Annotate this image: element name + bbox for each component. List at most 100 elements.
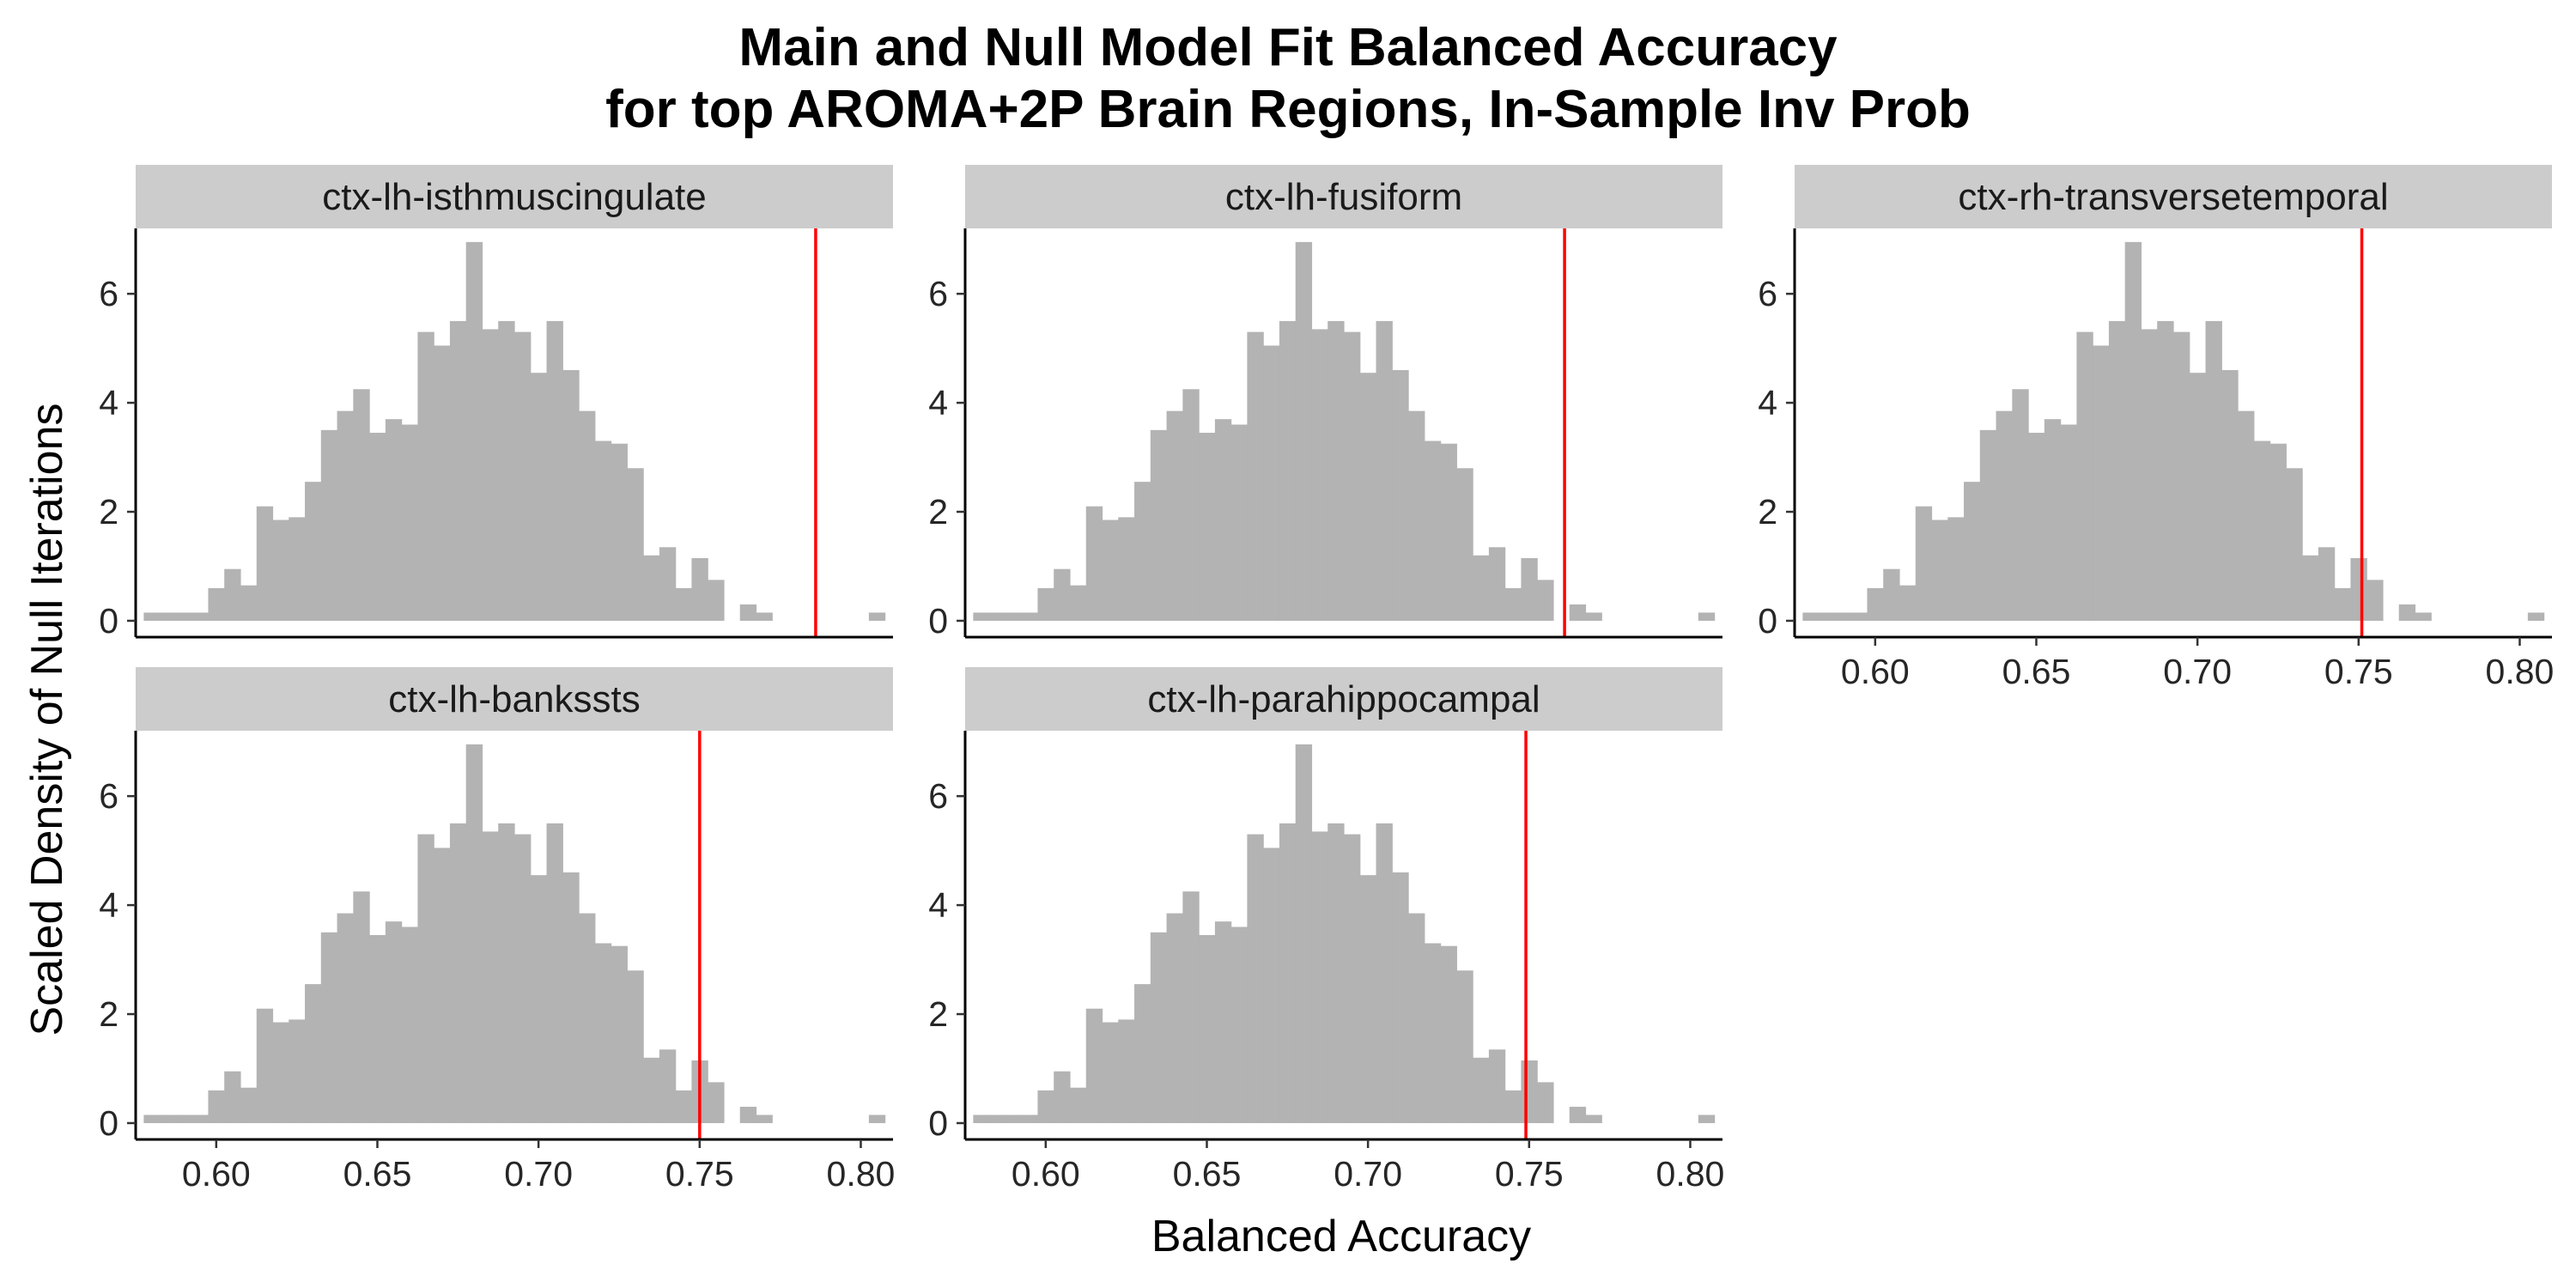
histogram-bar — [1867, 587, 1884, 621]
histogram-bar — [2012, 389, 2029, 621]
histogram-bar — [289, 1019, 306, 1123]
histogram-bar — [224, 1071, 241, 1123]
histogram-bar — [1537, 1082, 1554, 1123]
histogram-bar — [1585, 1115, 1602, 1123]
histogram-bar — [1979, 429, 1997, 621]
histogram-bar — [1698, 1115, 1716, 1123]
histogram-bar — [1182, 389, 1200, 621]
histogram-bar — [973, 1115, 990, 1123]
y-tick-label: 6 — [1758, 274, 1777, 313]
histogram-bar — [989, 1115, 1006, 1123]
histogram-bar — [1134, 984, 1151, 1123]
histogram-bar — [675, 587, 693, 621]
y-tick-label: 2 — [99, 994, 118, 1034]
histogram-bar — [2527, 612, 2545, 621]
x-tick-label: 0.75 — [665, 1154, 734, 1194]
histogram-bar — [1802, 612, 1820, 621]
histogram-bar — [1915, 506, 1933, 621]
histogram-bar — [1279, 823, 1297, 1123]
histogram-bar — [1899, 585, 1917, 621]
histogram-bar — [1504, 1090, 1522, 1123]
histogram-bar — [659, 1049, 677, 1123]
histogram-bar — [514, 331, 532, 621]
chart-title-line-1: Main and Null Model Fit Balanced Accurac… — [738, 18, 1838, 77]
histogram-bar — [1085, 506, 1103, 621]
histogram-bar — [401, 927, 419, 1123]
histogram-bar — [546, 823, 563, 1123]
histogram-bar — [417, 331, 434, 621]
histogram-bar — [2350, 557, 2367, 621]
histogram-bar — [1199, 935, 1216, 1123]
facet-panel: ctx-lh-parahippocampal 0 2 4 6 0.60 0.65 0.70 0.… — [928, 667, 1724, 1194]
histogram-bar — [611, 443, 628, 621]
histogram-bar — [1376, 320, 1393, 621]
histogram-bar — [1247, 834, 1264, 1123]
facet-panels: ctx-lh-isthmuscingulate0246ctx-lh-fusifo… — [99, 165, 2554, 1194]
x-tick-label: 0.65 — [343, 1154, 412, 1194]
histogram-bar — [627, 468, 644, 621]
x-tick-label: 0.70 — [1334, 1154, 1402, 1194]
histogram-bar — [756, 612, 773, 621]
histogram-bar — [143, 612, 161, 621]
histogram-bar — [1005, 1115, 1023, 1123]
histogram-bar — [2286, 468, 2303, 621]
histogram-bar — [973, 612, 990, 621]
histogram-bar — [498, 823, 515, 1123]
histogram-bar — [708, 580, 725, 621]
histogram-bar — [2398, 604, 2416, 621]
histogram-bar — [1344, 834, 1361, 1123]
histogram-bar — [1134, 482, 1151, 621]
x-tick-label: 0.75 — [2324, 652, 2393, 691]
histogram-bar — [465, 241, 483, 621]
histogram-bar — [1488, 1049, 1506, 1123]
histogram-bar — [1996, 410, 2013, 621]
chart-title-line-2: for top AROMA+2P Brain Regions, In-Sampl… — [605, 80, 1971, 139]
x-tick-label: 0.80 — [827, 1154, 896, 1194]
y-tick-label: 4 — [99, 383, 118, 422]
histogram-bar — [1182, 891, 1200, 1123]
histogram-bar — [434, 345, 451, 621]
histogram-bar — [1214, 419, 1232, 621]
histogram-bar — [1102, 1022, 1119, 1123]
y-tick-label: 0 — [928, 1103, 948, 1143]
histogram-bar — [643, 1057, 660, 1123]
y-tick-label: 0 — [99, 1103, 118, 1143]
x-tick-label: 0.60 — [182, 1154, 251, 1194]
histogram-bar — [482, 831, 499, 1123]
histogram-bar — [1359, 373, 1377, 621]
histogram-bar — [1085, 1008, 1103, 1123]
histogram-bar — [579, 913, 596, 1123]
x-tick-label: 0.65 — [1173, 1154, 1242, 1194]
histogram-bar — [1473, 555, 1490, 621]
histogram-bar — [1359, 875, 1377, 1123]
y-tick-label: 4 — [1758, 383, 1777, 422]
histogram-bar — [1424, 943, 1442, 1123]
histogram-bar — [1150, 429, 1168, 621]
histogram-bar — [1585, 612, 1602, 621]
y-tick-label: 4 — [99, 885, 118, 925]
histogram-bar — [434, 848, 451, 1123]
x-tick-label: 0.60 — [1841, 652, 1910, 691]
histogram-bar — [1521, 1060, 1538, 1123]
y-tick-label: 2 — [1758, 492, 1777, 532]
histogram-bar — [1118, 517, 1135, 621]
y-tick-label: 0 — [1758, 601, 1777, 641]
histogram-bar — [320, 932, 338, 1123]
histogram-bar — [1199, 433, 1216, 621]
facet-panel: ctx-lh-isthmuscingulate 0 2 4 6 — [99, 165, 893, 641]
y-tick-label: 4 — [928, 885, 948, 925]
histogram-bar — [643, 555, 660, 621]
histogram-bar — [2093, 345, 2110, 621]
histogram-bar — [2108, 320, 2126, 621]
histogram-bar — [369, 433, 386, 621]
histogram-bar — [498, 320, 515, 621]
histogram-bar — [305, 984, 322, 1123]
histogram-bar — [1166, 410, 1183, 621]
histogram-bar — [272, 1022, 289, 1123]
histogram-bar — [1408, 410, 1425, 621]
facet-strip — [965, 667, 1722, 731]
x-tick-label: 0.65 — [2002, 652, 2071, 691]
histogram-bar — [1521, 557, 1538, 621]
histogram-bar — [675, 1090, 693, 1123]
histogram-bar — [562, 370, 580, 621]
